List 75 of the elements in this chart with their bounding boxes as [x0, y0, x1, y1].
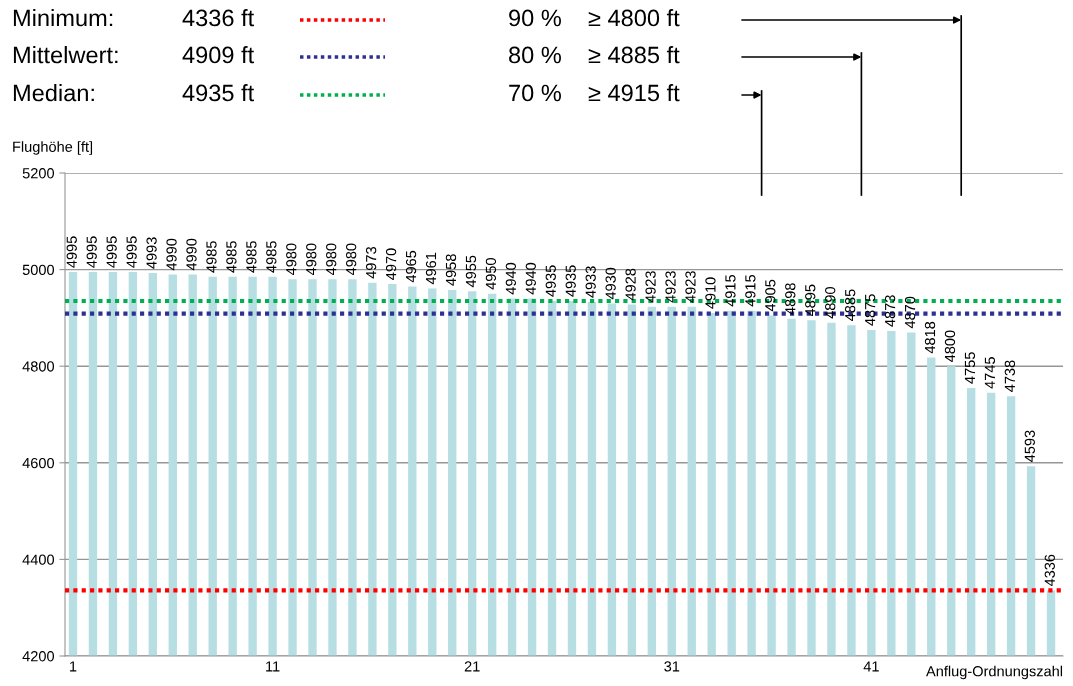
- x-tick-label: 21: [464, 661, 480, 672]
- data-label: 4745: [984, 357, 996, 389]
- data-label: 4993: [146, 237, 157, 269]
- data-label: 4898: [785, 283, 796, 315]
- data-label: 4995: [66, 236, 77, 268]
- data-label: 4915: [745, 274, 756, 307]
- data-label: 4940: [525, 262, 536, 295]
- data-label: 4923: [685, 271, 696, 303]
- data-label: 4990: [186, 238, 197, 271]
- text: 80 %: [509, 46, 561, 64]
- data-label: 4935: [565, 265, 576, 297]
- data-label: 4923: [665, 271, 676, 303]
- data-label: 4933: [585, 266, 596, 298]
- text: Mittelwert:: [13, 46, 118, 64]
- data-label: 4995: [106, 236, 117, 268]
- data-label: 4873: [884, 295, 896, 327]
- legend-label: 4909 ft: [182, 46, 255, 64]
- data-label: 4336: [1044, 554, 1055, 587]
- data-label: 4890: [825, 286, 836, 319]
- text: 70 %: [509, 84, 561, 102]
- data-label: 4985: [246, 241, 257, 273]
- text: ≥ 4915 ft: [588, 84, 680, 102]
- data-label: 4973: [365, 246, 377, 279]
- text: Minimum:: [13, 9, 113, 27]
- data-label: 4738: [1004, 360, 1016, 392]
- data-label: 4990: [166, 238, 177, 271]
- data-label: 4923: [645, 271, 656, 303]
- y-tick-label: 4200: [22, 651, 55, 662]
- y-tick-label: 5000: [22, 264, 55, 276]
- data-label: 4961: [425, 252, 437, 285]
- data-label: 4895: [805, 284, 816, 317]
- x-tick-label: 41: [863, 661, 879, 672]
- y-tick-label: 4400: [22, 554, 55, 565]
- text: 90 %: [509, 9, 561, 27]
- data-label: 4965: [405, 250, 417, 283]
- data-label: 4980: [346, 243, 357, 276]
- data-label: 4870: [904, 296, 916, 329]
- data-label: 4935: [545, 265, 556, 297]
- data-label: 4940: [505, 262, 517, 295]
- data-label: 4995: [86, 236, 97, 268]
- data-label: 4955: [465, 255, 477, 288]
- data-label: 4885: [845, 289, 856, 321]
- data-label: 4970: [385, 248, 397, 280]
- y-tick-label: 4600: [22, 457, 55, 469]
- text: Median:: [13, 84, 94, 102]
- x-tick-label: 11: [266, 661, 280, 672]
- data-label: 4980: [326, 243, 337, 276]
- data-label: 4985: [266, 241, 277, 273]
- data-label: 4928: [625, 268, 636, 301]
- data-label: 4593: [1024, 430, 1035, 462]
- data-label: 4958: [445, 254, 457, 286]
- data-label: 4980: [286, 243, 297, 276]
- data-label: 4755: [964, 352, 976, 384]
- data-label: 4905: [765, 279, 776, 312]
- data-label: 4875: [864, 294, 876, 326]
- data-label: 4910: [705, 277, 716, 309]
- x-axis-title: Anflug-Ordnungszahl: [926, 665, 1063, 680]
- data-label: 4800: [944, 330, 956, 362]
- data-label: 4985: [226, 241, 237, 273]
- legend-label: 4935 ft: [182, 84, 255, 102]
- legend-label: 4336 ft: [182, 9, 255, 27]
- data-label: 4950: [485, 258, 497, 290]
- data-label: 4980: [306, 243, 317, 276]
- data-label: 4930: [605, 267, 616, 300]
- text: ≥ 4800 ft: [588, 9, 680, 27]
- x-tick-label: 31: [664, 661, 680, 672]
- x-tick-label: 1: [70, 661, 77, 672]
- data-label: 4915: [725, 274, 736, 307]
- y-tick-label: 4800: [22, 361, 55, 372]
- data-label: 4995: [126, 236, 137, 268]
- data-label: 4985: [206, 241, 217, 273]
- y-tick-label: 5200: [22, 168, 55, 179]
- data-label: 4818: [924, 321, 936, 354]
- text: ≥ 4885 ft: [588, 46, 680, 64]
- y-axis-title: Flughöhe [ft]: [13, 141, 93, 155]
